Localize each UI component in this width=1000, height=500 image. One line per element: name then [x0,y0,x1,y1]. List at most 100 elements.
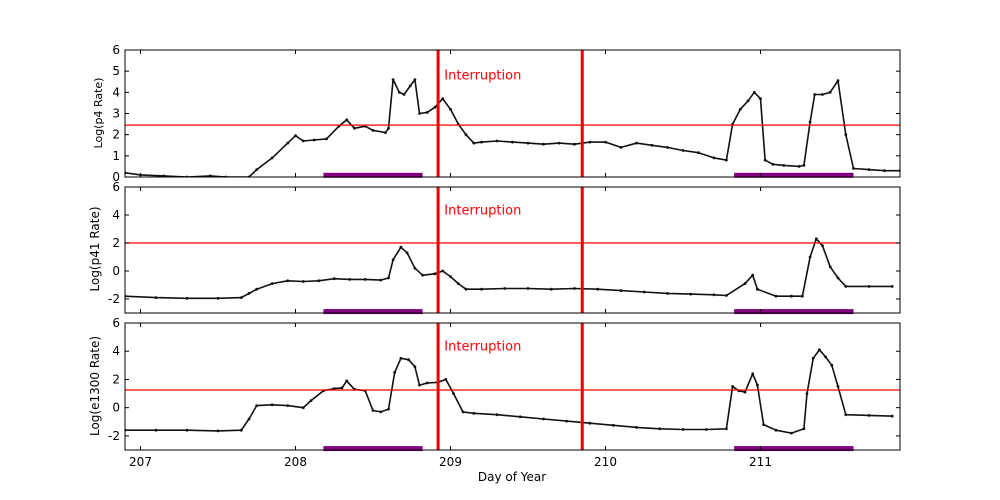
data-point [301,139,305,143]
y-tick-label: 0 [112,170,120,184]
data-point [402,93,406,96]
data-series-line [125,78,900,177]
data-point [774,428,778,432]
data-point [332,277,336,281]
data-point [790,294,793,298]
data-point [844,413,848,417]
data-point [452,392,455,395]
data-point [371,129,375,132]
data-point [154,428,158,432]
data-point [828,265,832,269]
data-point [805,392,809,395]
data-point [588,421,592,425]
data-point [472,141,476,145]
data-point [557,141,561,145]
data-point [399,245,403,249]
data-point [751,273,755,277]
data-point [549,287,553,291]
data-point [399,356,403,360]
data-point [526,141,530,145]
data-series-line [125,349,893,434]
data-point [387,276,390,280]
y-tick-label: -2 [108,292,120,306]
data-point [751,372,755,376]
data-point [418,112,421,115]
data-point [836,79,840,83]
data-point [596,287,600,291]
data-point [689,292,693,296]
x-tick-label: 210 [594,455,617,469]
plot-area [125,78,900,177]
interruption-label: Interruption [444,68,521,83]
data-point [604,140,607,144]
data-series-line [125,238,893,300]
data-point [286,279,290,283]
data-point [413,365,417,369]
data-point [797,165,801,168]
data-point [681,149,685,152]
data-point [830,363,834,367]
data-point [408,84,412,88]
data-point [801,294,804,298]
data-point [752,90,756,94]
data-point [433,105,437,109]
y-tick-label: 1 [112,149,120,163]
data-point [154,296,158,299]
data-point [808,255,812,259]
data-point [444,378,448,381]
interval-bar [734,309,854,315]
panel-p4: Log(p4 Rate) Interruption 0 1 2 3 4 5 6 [92,43,901,184]
data-point [418,383,421,387]
data-point [818,348,821,352]
data-point [162,174,166,177]
data-point [503,287,507,290]
data-point [332,387,336,390]
data-point [573,142,576,146]
data-point [216,296,220,300]
data-point [413,78,417,81]
data-point [185,296,189,300]
data-point [456,282,460,285]
data-point [441,97,445,101]
data-point [824,355,827,359]
data-point [255,287,259,291]
y-tick-label: 6 [112,43,120,57]
data-point [317,279,321,283]
data-point [371,409,375,412]
data-point [635,426,638,429]
data-point [836,385,840,388]
data-point [391,78,395,81]
data-point [247,417,251,421]
data-point [464,133,468,137]
data-point [495,413,499,417]
plot-area [125,348,894,435]
data-point [270,156,274,160]
data-point [270,403,274,407]
data-point [363,278,367,281]
y-tick-label: 3 [112,107,120,121]
data-point [348,278,352,281]
ylabel-e1300: Log(e1300 Rate) [88,336,102,436]
axes-frame [124,186,901,314]
data-point [666,292,669,295]
panel-e1300: Log(e1300 Rate) Day of Year Interruption… [88,316,901,484]
x-tick-label: 211 [749,455,772,469]
data-point [883,169,886,173]
data-point [565,419,569,423]
data-point [867,168,871,172]
data-point [387,126,390,130]
data-point [286,404,290,407]
x-tick-label: 208 [284,455,307,469]
data-point [790,431,793,435]
y-tick-label: 4 [112,85,120,99]
data-point [782,164,786,167]
data-point [681,428,685,431]
data-point [836,276,840,280]
ylabel-p41: Log(p41 Rate) [88,206,102,291]
data-point [449,275,452,278]
data-point [511,140,514,144]
data-point [756,287,759,291]
y-tick-label: 6 [112,316,120,330]
data-point [611,423,615,427]
